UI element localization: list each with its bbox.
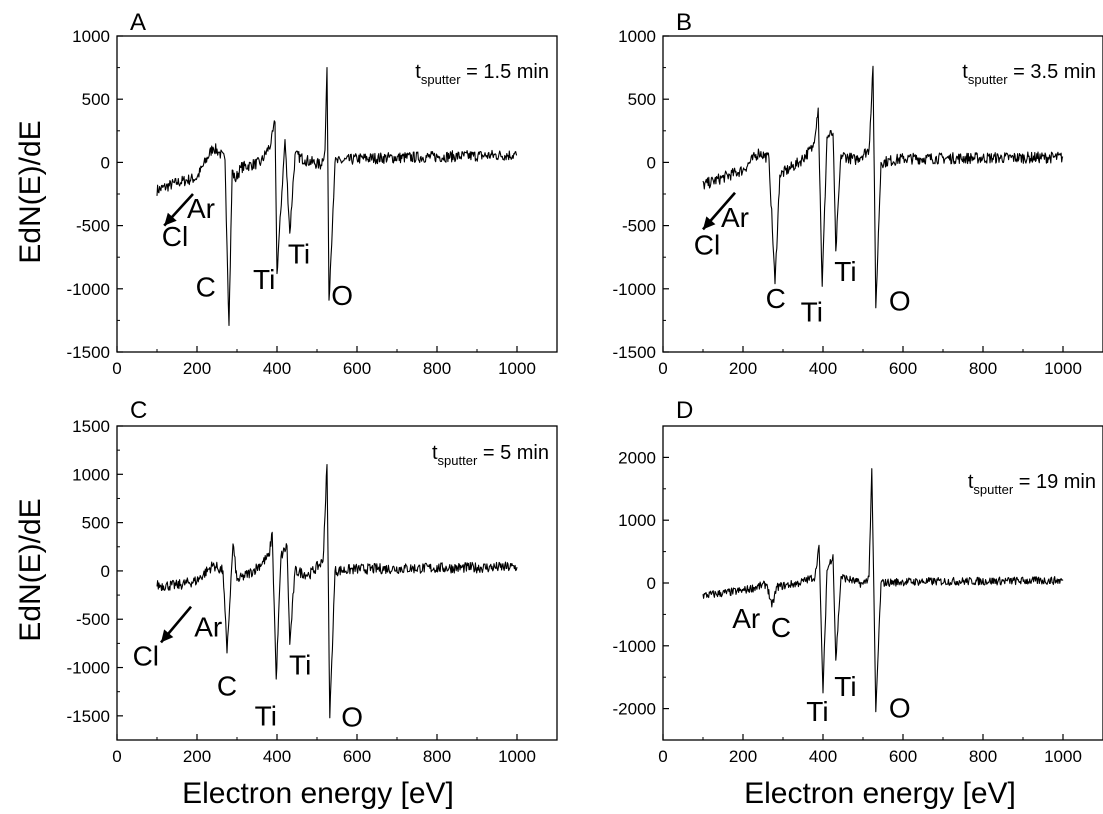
panel-label: A (130, 9, 146, 36)
x-tick-label: 600 (343, 359, 371, 378)
y-tick-label: -500 (76, 610, 110, 629)
x-tick-label: 400 (809, 359, 837, 378)
y-tick-label: -1500 (67, 707, 110, 726)
y-tick-label: 1500 (72, 417, 110, 436)
peak-label-cl: Cl (162, 221, 188, 252)
sputter-time-label: tsputter = 3.5 min (962, 61, 1096, 87)
x-tick-label: 0 (658, 747, 667, 766)
y-tick-label: -500 (76, 217, 110, 236)
peak-label-o: O (341, 701, 363, 732)
peak-label-ti: Ti (289, 649, 311, 680)
x-tick-label: 400 (809, 747, 837, 766)
peak-label-cl: Cl (694, 230, 720, 261)
peak-label-ar: Ar (187, 193, 215, 224)
spectrum-line (156, 464, 518, 719)
peak-label-ar: Ar (194, 612, 222, 643)
panel-b: 0 200 400 600 800 1000 -1500 -1000 -500 0 500 1000 C… (613, 9, 1103, 378)
x-axis-title-right: Electron energy [eV] (744, 777, 1016, 810)
y-tick-label: 1000 (72, 465, 110, 484)
panel-label: C (130, 397, 147, 424)
y-tick-label: 1000 (618, 27, 656, 46)
x-tick-label: 600 (889, 359, 917, 378)
y-tick-label: 1000 (72, 27, 110, 46)
spectrum-line (156, 67, 518, 327)
spectrum-line (702, 468, 1064, 713)
y-tick-label: -1500 (67, 343, 110, 362)
panel-a: 0 200 400 600 800 1000 -1500 -1000 -500 0 500 1000 C… (67, 9, 558, 378)
x-tick-label: 0 (112, 747, 121, 766)
sputter-time-label: tsputter = 1.5 min (415, 61, 549, 87)
peak-label-cl: Cl (133, 641, 159, 672)
x-tick-label: 800 (423, 359, 451, 378)
arrow-head (161, 629, 174, 643)
y-tick-label: -2000 (613, 700, 656, 719)
peak-label-c: C (196, 271, 216, 302)
peak-label-ti: Ti (253, 264, 275, 295)
peak-label-c: C (766, 283, 786, 314)
y-tick-label: 0 (647, 574, 656, 593)
x-tick-label: 400 (263, 359, 291, 378)
x-tick-label: 800 (423, 747, 451, 766)
y-axis-title-bottom: EdN(E)/dE (14, 498, 47, 641)
peak-label-ti: Ti (255, 701, 277, 732)
peak-label-ar: Ar (732, 603, 760, 634)
x-tick-label: 800 (969, 747, 997, 766)
peak-label-o: O (331, 280, 353, 311)
peak-label-o: O (889, 692, 911, 723)
y-tick-label: 0 (101, 562, 110, 581)
y-tick-label: -1000 (613, 637, 656, 656)
y-axis-title-top: EdN(E)/dE (14, 120, 47, 263)
panel-d: 0 200 400 600 800 1000 -2000 -1000 0 1000 2000 Ar C T… (613, 397, 1103, 766)
peak-label-ti: Ti (806, 696, 828, 727)
x-tick-label: 0 (112, 359, 121, 378)
y-tick-label: -1000 (67, 659, 110, 678)
x-tick-label: 1000 (498, 359, 536, 378)
x-tick-label: 200 (729, 359, 757, 378)
panel-label: B (676, 9, 692, 36)
y-tick-label: -1000 (67, 280, 110, 299)
sputter-time-label: tsputter = 19 min (968, 471, 1096, 497)
plot-frame (116, 425, 558, 741)
y-tick-label: -1000 (613, 280, 656, 299)
peak-label-o: O (889, 285, 911, 316)
x-tick-label: 200 (729, 747, 757, 766)
peak-label-c: C (771, 612, 791, 643)
x-tick-label: 1000 (1044, 747, 1082, 766)
peak-label-ti: Ti (834, 256, 856, 287)
y-tick-label: 0 (647, 153, 656, 172)
y-tick-label: 1000 (618, 511, 656, 530)
peak-label-ar: Ar (721, 202, 749, 233)
plot-frame (662, 35, 1103, 353)
y-tick-label: 0 (101, 153, 110, 172)
arrow-head (703, 216, 716, 230)
arrow-head (164, 212, 177, 226)
spectrum-line (702, 65, 1064, 309)
sputter-time-label: tsputter = 5 min (432, 442, 549, 468)
y-tick-label: 2000 (618, 448, 656, 467)
peak-label-ti: Ti (801, 297, 823, 328)
y-tick-label: -1500 (613, 343, 656, 362)
x-tick-label: 200 (183, 747, 211, 766)
x-tick-label: 400 (263, 747, 291, 766)
x-axis-title-left: Electron energy [eV] (182, 777, 454, 810)
panel-c: 0 200 400 600 800 1000 -1500 -1000 -500 0 500 1000 1… (67, 397, 558, 766)
y-tick-label: 500 (628, 90, 656, 109)
peak-label-ti: Ti (288, 239, 310, 270)
x-tick-label: 0 (658, 359, 667, 378)
x-tick-label: 1000 (498, 747, 536, 766)
panel-label: D (676, 397, 693, 424)
x-tick-label: 200 (183, 359, 211, 378)
x-tick-label: 600 (343, 747, 371, 766)
peak-label-c: C (217, 671, 237, 702)
x-tick-label: 600 (889, 747, 917, 766)
x-tick-label: 800 (969, 359, 997, 378)
y-tick-label: 500 (82, 90, 110, 109)
peak-label-ti: Ti (834, 671, 856, 702)
y-tick-label: -500 (622, 217, 656, 236)
x-tick-label: 1000 (1044, 359, 1082, 378)
y-tick-label: 500 (82, 514, 110, 533)
